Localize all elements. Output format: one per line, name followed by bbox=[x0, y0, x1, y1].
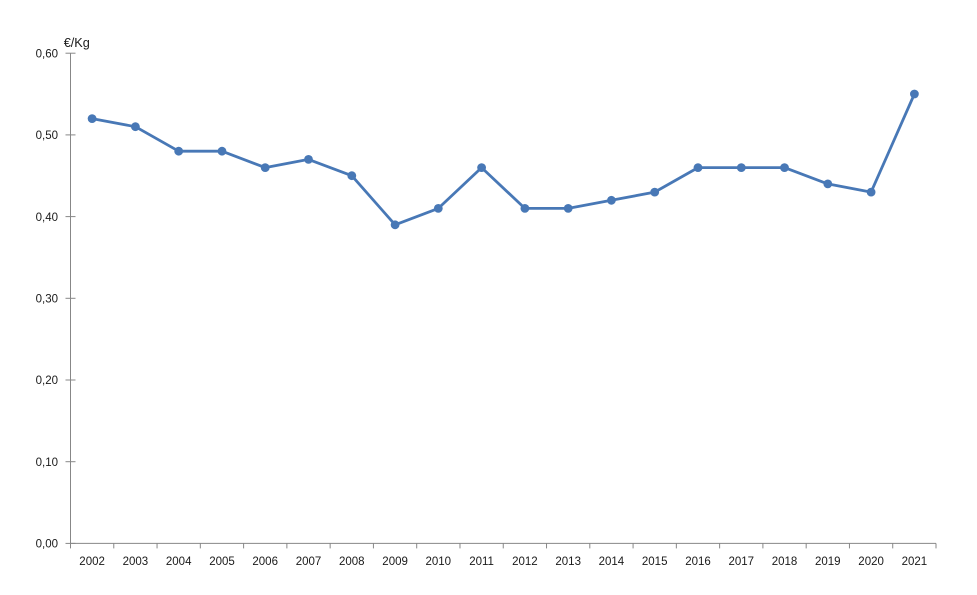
svg-text:2002: 2002 bbox=[79, 556, 105, 568]
svg-text:0,50: 0,50 bbox=[36, 130, 58, 142]
svg-text:0,00: 0,00 bbox=[36, 539, 58, 551]
svg-text:2009: 2009 bbox=[382, 556, 408, 568]
svg-text:2015: 2015 bbox=[642, 556, 668, 568]
svg-text:2017: 2017 bbox=[729, 556, 755, 568]
svg-text:2004: 2004 bbox=[166, 556, 192, 568]
svg-text:0,40: 0,40 bbox=[36, 212, 58, 224]
svg-text:2010: 2010 bbox=[426, 556, 452, 568]
svg-text:0,60: 0,60 bbox=[36, 48, 58, 60]
svg-text:2013: 2013 bbox=[555, 556, 581, 568]
svg-text:2011: 2011 bbox=[469, 556, 494, 568]
svg-text:2012: 2012 bbox=[512, 556, 538, 568]
svg-text:2007: 2007 bbox=[296, 556, 322, 568]
svg-text:2003: 2003 bbox=[123, 556, 149, 568]
svg-text:2020: 2020 bbox=[858, 556, 884, 568]
svg-text:2005: 2005 bbox=[209, 556, 235, 568]
svg-text:0,10: 0,10 bbox=[36, 457, 58, 469]
svg-text:2006: 2006 bbox=[252, 556, 278, 568]
svg-text:2008: 2008 bbox=[339, 556, 365, 568]
svg-text:2016: 2016 bbox=[685, 556, 711, 568]
svg-text:2018: 2018 bbox=[772, 556, 798, 568]
svg-text:2014: 2014 bbox=[599, 556, 625, 568]
svg-text:2021: 2021 bbox=[902, 556, 928, 568]
svg-text:0,30: 0,30 bbox=[36, 294, 58, 306]
svg-text:2019: 2019 bbox=[815, 556, 841, 568]
svg-text:€/Kg: €/Kg bbox=[64, 36, 90, 50]
svg-text:0,20: 0,20 bbox=[36, 375, 58, 387]
